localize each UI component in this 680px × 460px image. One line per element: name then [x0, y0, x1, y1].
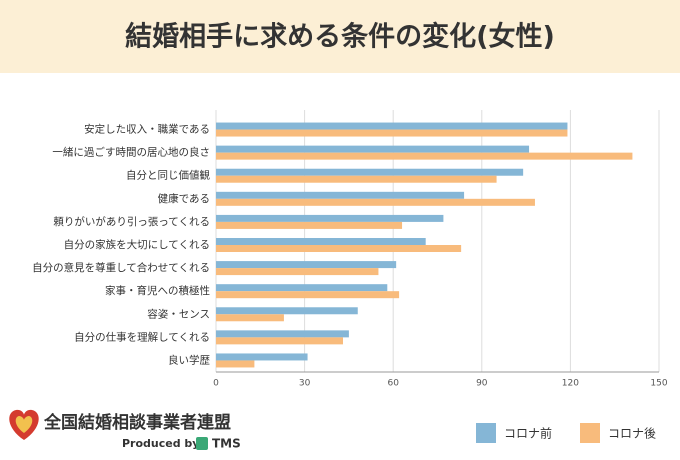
y-tick-label: 自分の意見を尊重して合わせてくれる	[32, 261, 210, 274]
y-tick-label: 安定した収入・職業である	[84, 123, 210, 136]
legend-swatch	[476, 423, 496, 443]
bar	[216, 330, 349, 338]
y-tick-label: 健康である	[158, 192, 210, 205]
y-tick-label: 自分の家族を大切にしてくれる	[64, 238, 210, 251]
legend-label: コロナ前	[504, 426, 552, 441]
bar	[216, 360, 255, 368]
bar	[216, 122, 568, 130]
bar	[216, 337, 343, 345]
bar	[216, 261, 397, 269]
bar	[216, 129, 568, 137]
bar	[216, 353, 308, 361]
logo-name: 全国結婚相談事業者連盟	[43, 412, 231, 433]
bar	[216, 238, 426, 245]
logo-produced-by: Produced by	[122, 437, 199, 450]
bar	[216, 268, 379, 276]
x-tick-label: 0	[213, 379, 219, 389]
bar	[216, 175, 497, 183]
bar	[216, 168, 524, 176]
y-tick-label: 家事・育児への積極性	[105, 284, 210, 297]
logo: 全国結婚相談事業者連盟 Produced by TMS	[9, 409, 241, 451]
y-tick-label: 自分と同じ価値観	[126, 169, 210, 182]
logo-icon-inner	[15, 416, 33, 433]
bar	[216, 191, 465, 199]
legend-label: コロナ後	[608, 427, 656, 441]
bar	[216, 245, 462, 252]
tms-icon	[196, 437, 208, 450]
logo-brand: TMS	[212, 437, 241, 451]
bar	[216, 152, 633, 160]
y-tick-label: 良い学歴	[168, 353, 210, 366]
x-tick-label: 90	[476, 379, 488, 389]
bar	[216, 145, 530, 153]
x-tick-label: 30	[299, 379, 311, 389]
bar	[216, 198, 535, 206]
bar	[216, 221, 403, 229]
x-tick-label: 150	[650, 379, 667, 389]
bar	[216, 314, 284, 322]
bar	[216, 214, 444, 222]
title-banner	[0, 0, 680, 73]
y-tick-label: 自分の仕事を理解してくれる	[74, 330, 210, 343]
bar	[216, 291, 400, 299]
y-tick-label: 一緒に過ごす時間の居心地の良さ	[52, 146, 210, 159]
legend-swatch	[580, 423, 600, 443]
x-tick-label: 120	[562, 379, 579, 389]
x-tick-label: 60	[387, 379, 399, 389]
chart-title: 結婚相手に求める条件の変化(女性)	[125, 21, 555, 53]
bar	[216, 284, 388, 292]
y-tick-label: 容姿・センス	[147, 307, 210, 320]
y-tick-label: 頼りがいがあり引っ張ってくれる	[53, 215, 210, 228]
bar	[216, 307, 358, 315]
